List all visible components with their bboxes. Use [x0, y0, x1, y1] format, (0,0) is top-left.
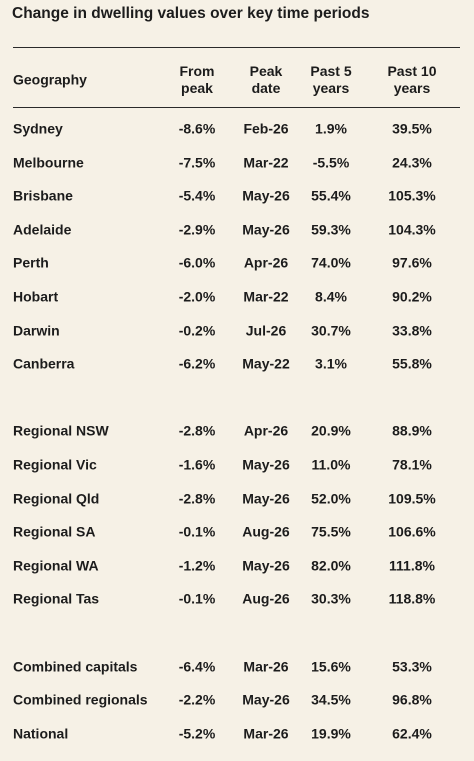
row-label: Regional WA — [13, 557, 99, 574]
cell: 34.5% — [311, 691, 351, 708]
title: Change in dwelling values over key time … — [12, 5, 370, 22]
cell: -5.5% — [312, 154, 350, 171]
cell: -5.4% — [178, 187, 216, 204]
row-label: Regional Qld — [13, 490, 100, 507]
header-cell: From peak — [179, 63, 215, 96]
cell: 97.6% — [392, 254, 432, 271]
cell: -6.4% — [178, 658, 216, 675]
rule — [13, 107, 460, 108]
cell: 15.6% — [311, 658, 351, 675]
cell: 74.0% — [311, 254, 351, 271]
cell: May-26 — [242, 691, 290, 708]
cell: 111.8% — [389, 557, 435, 574]
cell: 52.0% — [311, 490, 351, 507]
cell: -2.8% — [178, 490, 216, 507]
cell: May-22 — [242, 355, 290, 372]
row-label: Brisbane — [13, 187, 73, 204]
cell: Apr-26 — [243, 254, 289, 271]
cell: 62.4% — [392, 725, 432, 742]
cell: 109.5% — [388, 490, 436, 507]
cell: -1.6% — [178, 456, 216, 473]
cell: Apr-26 — [243, 422, 289, 439]
cell: Mar-26 — [243, 725, 289, 742]
cell: -0.1% — [178, 590, 216, 607]
cell: 53.3% — [392, 658, 432, 675]
cell: 55.4% — [311, 187, 351, 204]
cell: -6.0% — [178, 254, 216, 271]
cell: 88.9% — [392, 422, 432, 439]
cell: May-26 — [242, 490, 290, 507]
cell: -0.1% — [178, 523, 216, 540]
cell: 1.9% — [315, 120, 347, 137]
cell: 82.0% — [311, 557, 351, 574]
row-label: Regional NSW — [13, 422, 109, 439]
row-label: Regional SA — [13, 523, 96, 540]
cell: 8.4% — [315, 288, 347, 305]
cell: -7.5% — [178, 154, 216, 171]
cell: -5.2% — [178, 725, 216, 742]
cell: Aug-26 — [242, 523, 290, 540]
rule — [13, 47, 460, 48]
cell: -0.2% — [178, 322, 216, 339]
cell: Mar-26 — [243, 658, 289, 675]
cell: Aug-26 — [242, 590, 290, 607]
cell: May-26 — [242, 456, 290, 473]
header-cell: Past 10 years — [387, 63, 437, 96]
header-cell: Geography — [13, 71, 87, 88]
cell: 19.9% — [311, 725, 351, 742]
cell: 106.6% — [388, 523, 436, 540]
row-label: Darwin — [13, 322, 60, 339]
cell: 11.0% — [311, 456, 351, 473]
row-label: National — [13, 725, 69, 742]
row-label: Melbourne — [13, 154, 84, 171]
cell: -2.2% — [178, 691, 216, 708]
cell: May-26 — [242, 221, 290, 238]
cell: 90.2% — [392, 288, 432, 305]
cell: May-26 — [242, 187, 290, 204]
cell: 104.3% — [388, 221, 436, 238]
cell: 96.8% — [392, 691, 432, 708]
cell: 39.5% — [392, 120, 432, 137]
cell: 30.3% — [311, 590, 351, 607]
cell: 55.8% — [392, 355, 432, 372]
cell: May-26 — [242, 557, 290, 574]
row-label: Hobart — [13, 288, 59, 305]
cell: -2.8% — [178, 422, 216, 439]
cell: 78.1% — [392, 456, 432, 473]
cell: -2.9% — [178, 221, 216, 238]
row-label: Sydney — [13, 120, 63, 137]
cell: Mar-22 — [243, 154, 289, 171]
cell: -2.0% — [178, 288, 216, 305]
row-label: Adelaide — [13, 221, 72, 238]
cell: 75.5% — [311, 523, 351, 540]
cell: Mar-22 — [243, 288, 289, 305]
row-label: Canberra — [13, 355, 75, 372]
cell: 33.8% — [392, 322, 432, 339]
row-label: Perth — [13, 254, 49, 271]
cell: 3.1% — [315, 355, 347, 372]
row-label: Combined regionals — [13, 691, 148, 708]
row-label: Combined capitals — [13, 658, 138, 675]
cell: 20.9% — [311, 422, 351, 439]
cell: -1.2% — [178, 557, 216, 574]
cell: Feb-26 — [243, 120, 289, 137]
cell: Jul-26 — [245, 322, 287, 339]
cell: 105.3% — [388, 187, 436, 204]
header-cell: Peak date — [249, 63, 283, 96]
cell: -8.6% — [178, 120, 216, 137]
cell: 30.7% — [311, 322, 351, 339]
row-label: Regional Tas — [13, 590, 100, 607]
row-label: Regional Vic — [13, 456, 97, 473]
header-cell: Past 5 years — [310, 63, 352, 96]
cell: -6.2% — [178, 355, 216, 372]
cell: 118.8% — [388, 590, 436, 607]
cell: 24.3% — [392, 154, 432, 171]
cell: 59.3% — [311, 221, 351, 238]
